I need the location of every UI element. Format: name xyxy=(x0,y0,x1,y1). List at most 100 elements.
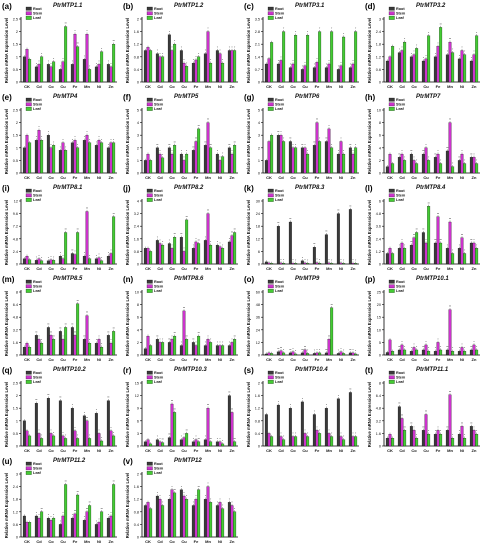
bar xyxy=(185,499,189,538)
bar xyxy=(34,140,38,174)
y-tick-label: 4.8 xyxy=(376,212,381,216)
x-tick-label: Co xyxy=(48,266,54,271)
legend-label: Stem xyxy=(154,194,164,198)
significance-mark: ** xyxy=(207,403,209,407)
x-tick-label: CK xyxy=(24,84,30,89)
y-tick-label: 3.6 xyxy=(376,225,381,229)
y-axis-label: Relative mRNA Expression Level xyxy=(125,382,130,447)
bar xyxy=(415,232,419,265)
bar xyxy=(173,145,177,174)
significance-mark: * xyxy=(108,251,109,255)
legend-label: Leaf xyxy=(275,107,284,111)
bar xyxy=(52,145,56,174)
legend-swatch xyxy=(25,284,32,289)
significance-mark: * xyxy=(316,57,317,61)
significance-mark: * xyxy=(343,435,344,439)
x-tick-label: CK xyxy=(145,175,151,180)
legend-label: Leaf xyxy=(154,289,163,293)
bar xyxy=(230,505,234,538)
significance-mark: * xyxy=(89,64,90,68)
x-tick-label: CK xyxy=(387,266,393,271)
bar xyxy=(463,54,467,83)
legend-swatch xyxy=(146,471,153,475)
significance-mark: * xyxy=(193,501,194,505)
significance-mark: * xyxy=(355,258,356,262)
bar xyxy=(82,520,86,538)
legend-swatch xyxy=(25,6,32,11)
bar xyxy=(469,60,473,83)
legend-label: Root xyxy=(154,371,163,375)
significance-mark: * xyxy=(404,243,405,247)
bar xyxy=(300,69,304,83)
bar xyxy=(448,221,452,265)
x-tick-label: Cd xyxy=(157,84,163,89)
significance-mark: * xyxy=(440,429,441,433)
legend-swatch xyxy=(267,6,274,11)
significance-mark: ** xyxy=(47,322,49,326)
bar xyxy=(149,160,153,174)
y-tick-label: 3.2 xyxy=(13,328,18,332)
significance-mark: * xyxy=(343,32,344,36)
bar xyxy=(112,435,116,447)
legend-label: Root xyxy=(33,189,42,193)
y-axis-label: Relative mRNA Expression Level xyxy=(246,200,251,265)
y-tick-label: 1.8 xyxy=(13,498,18,502)
y-tick-label: 25 xyxy=(377,291,381,295)
significance-mark: * xyxy=(96,62,97,66)
bar xyxy=(276,351,280,356)
bar xyxy=(472,242,476,265)
x-tick-label: Cu xyxy=(60,357,66,362)
bar xyxy=(106,256,110,265)
significance-mark: ** xyxy=(107,330,109,334)
x-tick-label: Cd xyxy=(157,266,163,271)
x-tick-label: Ni xyxy=(460,84,464,89)
significance-mark: * xyxy=(280,130,281,134)
x-tick-label: Ni xyxy=(218,84,222,89)
significance-mark: * xyxy=(234,46,235,50)
significance-mark: * xyxy=(231,46,232,50)
significance-mark: ** xyxy=(65,22,67,26)
significance-mark: ** xyxy=(174,331,176,335)
panel-label: (c) xyxy=(244,2,254,11)
x-tick-label: Zn xyxy=(230,175,235,180)
significance-mark: * xyxy=(316,348,317,352)
significance-mark: * xyxy=(222,243,223,247)
bar xyxy=(339,351,343,356)
x-tick-label: CK xyxy=(387,448,393,453)
significance-mark: * xyxy=(416,345,417,349)
y-tick-label: 12 xyxy=(256,341,260,345)
legend-label: Stem xyxy=(33,103,43,107)
bar xyxy=(100,142,104,174)
bar xyxy=(324,352,328,356)
bar xyxy=(215,244,219,265)
significance-mark: * xyxy=(159,337,160,341)
bar xyxy=(391,163,395,174)
bar xyxy=(433,351,437,356)
significance-mark: * xyxy=(328,59,329,63)
bar xyxy=(448,394,452,447)
bar xyxy=(354,263,358,265)
x-tick-label: Ni xyxy=(97,266,101,271)
significance-mark: ** xyxy=(168,143,170,147)
significance-mark: ** xyxy=(349,143,351,147)
legend-label: Leaf xyxy=(154,16,163,20)
y-tick-label: 0 xyxy=(16,354,18,358)
significance-mark: * xyxy=(437,425,438,429)
bar xyxy=(88,438,92,447)
significance-mark: ** xyxy=(410,149,412,153)
x-tick-label: Cu xyxy=(181,175,187,180)
significance-mark: * xyxy=(437,41,438,45)
y-axis-label: Relative mRNA Expression Level xyxy=(367,18,372,83)
y-tick-label: 1.6 xyxy=(134,237,139,241)
bar xyxy=(415,163,419,174)
significance-mark: * xyxy=(74,29,75,33)
bar xyxy=(312,145,316,174)
bar xyxy=(197,441,201,447)
significance-mark: * xyxy=(174,39,175,43)
bar xyxy=(49,147,53,174)
y-tick-label: 0.8 xyxy=(134,55,139,59)
bar xyxy=(451,351,455,356)
significance-mark: ** xyxy=(231,407,233,411)
significance-mark: * xyxy=(229,46,230,50)
